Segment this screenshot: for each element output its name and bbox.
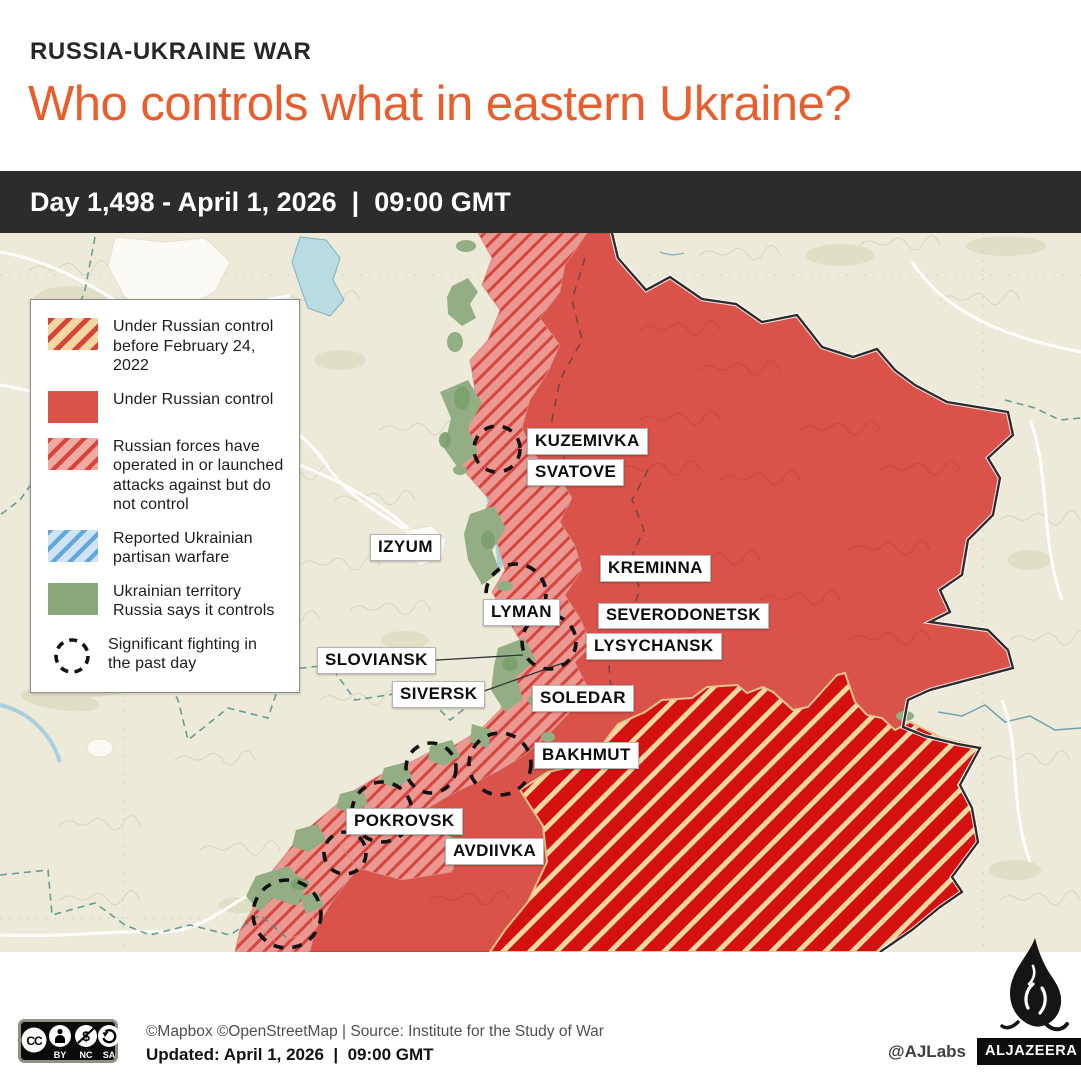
- kicker: RUSSIA-UKRAINE WAR: [30, 38, 312, 65]
- legend: Under Russian control before February 24…: [30, 299, 300, 693]
- ajlabs-handle: @AJLabs: [888, 1042, 966, 1061]
- cc-by-label: BY: [54, 1050, 67, 1060]
- cc-sa-label: SA: [103, 1050, 116, 1060]
- contested-swatch: [48, 437, 98, 470]
- label-avdiivka: AVDIIVKA: [445, 838, 545, 865]
- legend-item-fighting: Significant fighting in the past day: [48, 635, 284, 677]
- label-severodonetsk: SEVERODONETSK: [598, 603, 769, 629]
- pre2022-swatch: [48, 318, 98, 350]
- footer: CC $ BY NC SA ©Mapbox ©OpenStreetMap | S…: [0, 938, 1081, 1081]
- legend-item-pre2022: Under Russian control before February 24…: [48, 317, 284, 376]
- aljazeera-flame-logo: [1000, 938, 1069, 1032]
- date-bar: Day 1,498 - April 1, 2026 | 09:00 GMT: [0, 171, 1081, 233]
- cc-nc-label: NC: [80, 1050, 93, 1060]
- map-credit: ©Mapbox ©OpenStreetMap | Source: Institu…: [146, 1023, 604, 1040]
- fighting-circles: [251, 424, 578, 950]
- label-lyman: LYMAN: [483, 599, 560, 626]
- green-claimed-swatch: [48, 582, 98, 615]
- label-izyum: IZYUM: [370, 534, 441, 561]
- legend-item-control: Under Russian control: [48, 390, 284, 423]
- aljazeera-wordmark: ALJAZEERA: [977, 1038, 1081, 1065]
- updated-text: Updated: April 1, 2026 | 09:00 GMT: [146, 1045, 434, 1064]
- label-bakhmut: BAKHMUT: [534, 742, 639, 769]
- cc-license-badge: CC $ BY NC SA: [18, 1019, 118, 1063]
- partisan-swatch: [48, 529, 98, 562]
- fighting-circle-swatch: [54, 637, 90, 674]
- region-green-claimed: [246, 240, 914, 914]
- label-kreminna: KREMINNA: [600, 555, 711, 582]
- cc-icon: CC: [26, 1034, 43, 1048]
- label-svatove: SVATOVE: [527, 459, 625, 486]
- label-siversk: SIVERSK: [392, 681, 486, 708]
- international-border-line: [610, 233, 1015, 952]
- legend-item-partisan: Reported Ukrainian partisan warfare: [48, 529, 284, 568]
- nc-icon: $: [75, 1025, 97, 1047]
- label-sloviansk: SLOVIANSK: [317, 647, 436, 674]
- date-bar-text: Day 1,498 - April 1, 2026 | 09:00 GMT: [30, 186, 511, 217]
- map: KUZEMIVKA SVATOVE IZYUM KREMINNA LYMAN S…: [0, 233, 1081, 952]
- label-pokrovsk: POKROVSK: [346, 808, 463, 835]
- legend-item-contested: Russian forces have operated in or launc…: [48, 437, 284, 515]
- region-green-dark: [291, 386, 518, 890]
- label-kuzemivka: KUZEMIVKA: [527, 428, 648, 455]
- by-icon: [49, 1025, 71, 1047]
- label-soledar: SOLEDAR: [532, 685, 634, 712]
- sa-icon: [98, 1025, 118, 1047]
- legend-item-claimed: Ukrainian territory Russia says it contr…: [48, 582, 284, 621]
- map-svg: [0, 233, 1081, 952]
- label-lysychansk: LYSYCHANSK: [586, 633, 722, 660]
- russian-control-swatch: [48, 390, 98, 423]
- page-title: Who controls what in eastern Ukraine?: [28, 77, 852, 131]
